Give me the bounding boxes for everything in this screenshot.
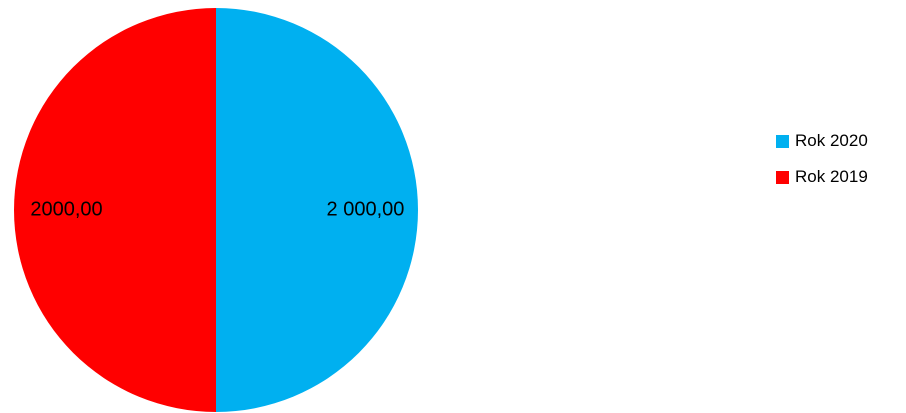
pie-data-labels: 2 000,00 2000,00 — [30, 198, 404, 220]
data-label-rok-2020: 2 000,00 — [327, 198, 405, 220]
legend-item-rok-2019: Rok 2019 — [776, 166, 904, 188]
pie-slices — [14, 8, 418, 412]
pie-slice-rok-2019 — [14, 8, 216, 412]
legend-swatch-rok-2020 — [776, 134, 789, 148]
pie-slice-rok-2020 — [216, 8, 418, 412]
chart-legend: Rok 2020 Rok 2019 — [776, 130, 904, 202]
legend-label-rok-2020: Rok 2020 — [795, 131, 868, 150]
legend-item-rok-2020: Rok 2020 — [776, 130, 904, 152]
legend-label-rok-2019: Rok 2019 — [795, 167, 868, 186]
legend-swatch-rok-2019 — [776, 170, 789, 184]
data-label-rok-2019: 2000,00 — [30, 198, 102, 220]
